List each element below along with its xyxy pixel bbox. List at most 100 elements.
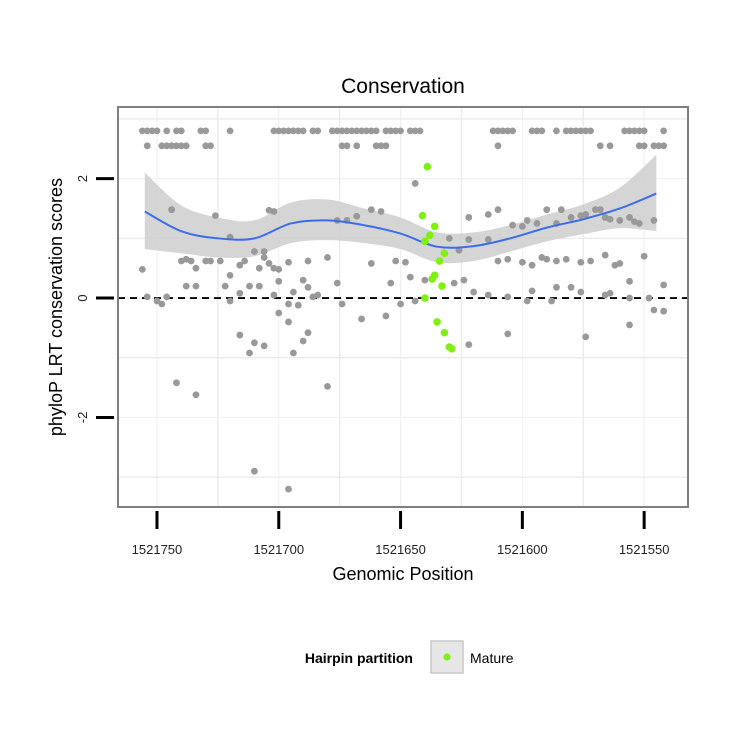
data-point xyxy=(304,329,312,337)
data-point xyxy=(538,127,546,135)
data-point xyxy=(285,485,292,493)
data-point xyxy=(660,127,668,135)
data-point xyxy=(358,315,365,323)
mature-point xyxy=(421,237,429,246)
data-point xyxy=(397,300,404,308)
y-tick-label: -2 xyxy=(75,412,90,424)
data-point xyxy=(640,127,648,135)
data-point xyxy=(168,206,175,214)
data-point xyxy=(484,291,492,299)
data-point xyxy=(212,212,219,220)
data-point xyxy=(518,258,526,266)
data-point xyxy=(650,217,658,224)
data-point xyxy=(660,307,668,315)
data-point xyxy=(626,214,633,221)
data-point xyxy=(635,142,643,150)
data-point xyxy=(275,309,283,317)
data-point xyxy=(650,306,658,314)
data-point xyxy=(353,142,361,150)
data-point xyxy=(557,206,565,214)
data-point xyxy=(626,294,633,302)
data-point xyxy=(251,467,258,475)
data-point xyxy=(567,127,575,135)
data-point xyxy=(650,142,658,150)
data-point xyxy=(138,127,146,135)
data-point xyxy=(660,281,668,289)
data-point xyxy=(304,257,312,265)
mature-point xyxy=(418,211,427,220)
data-point xyxy=(528,287,536,295)
mature-point xyxy=(447,344,456,353)
data-point xyxy=(236,331,244,339)
data-point xyxy=(338,142,346,150)
data-point xyxy=(421,276,429,284)
data-point xyxy=(158,300,166,308)
data-point xyxy=(270,291,278,299)
data-point xyxy=(626,127,633,135)
data-point xyxy=(377,142,385,150)
data-point xyxy=(251,248,258,255)
data-point xyxy=(324,383,331,390)
data-point xyxy=(499,127,507,135)
confidence-band xyxy=(144,154,657,264)
data-point xyxy=(173,142,180,150)
data-point xyxy=(606,215,614,223)
mature-point xyxy=(430,222,439,231)
legend-key-mature-point xyxy=(443,653,451,661)
data-point xyxy=(333,127,341,135)
data-point xyxy=(207,142,214,150)
data-point xyxy=(640,142,648,150)
data-point xyxy=(553,257,560,265)
data-point xyxy=(367,206,375,214)
x-axis-title: Genomic Position xyxy=(332,564,473,584)
data-point xyxy=(343,142,351,150)
smooth-line xyxy=(144,192,657,249)
data-point xyxy=(465,236,473,243)
data-point xyxy=(343,127,351,135)
data-point xyxy=(333,279,341,287)
data-point xyxy=(182,282,190,290)
data-point xyxy=(348,127,356,135)
data-point xyxy=(509,221,517,229)
data-point xyxy=(596,142,604,150)
data-point xyxy=(265,260,273,267)
data-point xyxy=(392,127,400,135)
data-point xyxy=(192,282,200,290)
data-point xyxy=(504,293,512,301)
mature-point xyxy=(425,231,434,240)
data-point xyxy=(587,127,594,135)
data-point xyxy=(163,142,171,150)
data-point xyxy=(192,391,200,399)
data-point xyxy=(582,127,590,135)
data-point xyxy=(177,127,185,135)
x-tick-label: 1521600 xyxy=(497,542,548,557)
data-point xyxy=(270,264,278,272)
mature-point xyxy=(435,257,444,265)
data-point xyxy=(143,293,151,301)
data-point xyxy=(202,127,210,135)
data-point xyxy=(192,264,200,272)
data-point xyxy=(309,127,317,135)
data-point xyxy=(197,127,205,135)
data-point xyxy=(577,127,585,135)
data-point xyxy=(518,223,526,230)
data-point xyxy=(153,297,161,305)
data-point xyxy=(567,214,575,221)
data-point xyxy=(338,127,346,135)
data-point xyxy=(275,277,283,285)
data-point xyxy=(168,142,175,150)
data-point xyxy=(402,258,409,266)
data-point xyxy=(280,127,288,135)
data-point xyxy=(372,142,380,150)
data-point xyxy=(255,264,263,272)
data-point xyxy=(226,271,234,279)
data-point xyxy=(289,127,297,135)
data-point xyxy=(387,279,395,287)
data-point xyxy=(382,127,390,135)
data-point xyxy=(460,276,468,284)
y-axis-title: phyloP LRT conservation scores xyxy=(46,178,66,436)
data-point xyxy=(606,142,614,150)
data-point xyxy=(640,252,648,260)
y-tick-label: 0 xyxy=(75,294,90,301)
data-point xyxy=(173,127,180,135)
